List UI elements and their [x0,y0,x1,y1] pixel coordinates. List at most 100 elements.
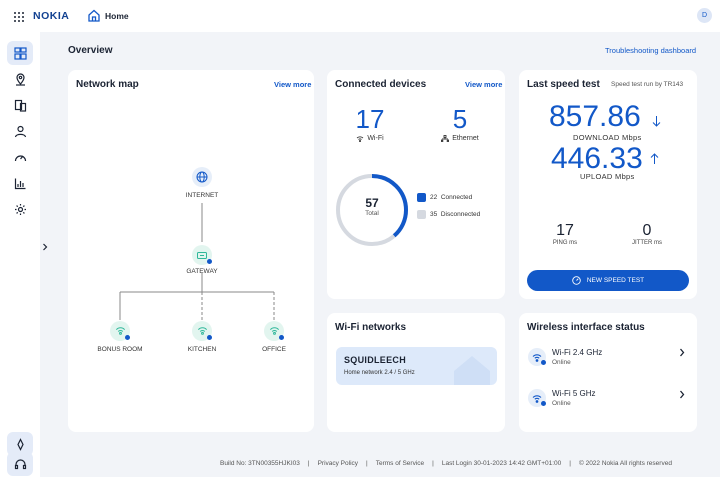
chevron-right-icon [680,348,685,357]
upload-speed: 446.33 [551,142,643,175]
settings-icon [14,203,26,215]
upload-arrow-icon [650,152,659,170]
troubleshooting-link[interactable]: Troubleshooting dashboard [605,46,697,55]
wireless-item-24ghz[interactable]: Wi-Fi 2.4 GHz Online [519,343,697,373]
wifi-network-tile[interactable]: SQUIDLEECH Home network 2.4 / 5 GHz [336,347,497,385]
sidebar-item-devices[interactable] [7,93,33,117]
speed-icon [14,154,26,161]
jitter-unit: JITTER ms [632,240,662,246]
donut-connected-arc [336,174,408,246]
legend-connected-label: 22 Connected [430,194,473,201]
wireless-status: Online [552,400,571,407]
network-map-view-more[interactable]: View more [274,80,312,89]
brand-logo[interactable]: NOKIA [33,10,70,22]
node-status-dot [125,335,130,340]
ethernet-count: 5 [452,104,468,134]
home-icon [88,9,100,27]
internet-node[interactable] [192,167,212,187]
new-speed-test-button[interactable]: NEW SPEED TEST [527,270,689,291]
user-icon [14,125,26,137]
chevron-right-icon [43,243,48,251]
sidebar-item-settings[interactable] [7,197,33,221]
footer-last-login: Last Login 30-01-2023 14:42 GMT+01:00 [441,460,562,467]
legend-disconnected-label: 35 Disconnected [430,211,481,218]
wireless-status-title: Wireless interface status [527,322,645,333]
sidebar-item-location[interactable] [7,67,33,91]
ethernet-icon [441,135,450,142]
chevron-right-icon [680,390,685,399]
sidebar-item-speed[interactable] [7,145,33,169]
avatar[interactable]: D [697,8,712,23]
footer-copyright: © 2022 Nokia All rights reserved [578,460,672,467]
footer-terms-link[interactable]: Terms of Service [375,460,425,467]
sidebar-item-support[interactable] [7,452,33,476]
sidebar-item-analytics[interactable] [7,171,33,195]
internet-label: INTERNET [185,192,219,199]
ping-unit: PING ms [552,240,578,246]
node-status-dot [279,335,284,340]
network-map-title: Network map [76,79,139,90]
wireless-name: Wi-Fi 5 GHz [552,389,596,398]
footer: Build No: 3TN00355HJKI03 | Privacy Policy… [220,460,672,467]
footer-privacy-link[interactable]: Privacy Policy [317,460,359,467]
wifi-count: 17 [355,104,385,134]
speed-test-card: Last speed test Speed test run by TR143 … [519,70,697,299]
network-map-lines [119,203,275,320]
devices-icon [14,99,26,112]
wifi-label: Wi-Fi [367,135,384,142]
wifi-icon [357,136,364,142]
sidebar-expand-button[interactable] [40,240,50,254]
access-point-icon [197,326,207,335]
analytics-icon [14,178,25,189]
node-label: OFFICE [262,346,286,353]
wifi-networks-title: Wi-Fi networks [335,322,407,333]
footer-build: Build No: 3TN00355HJKI03 [220,460,300,467]
devices-donut [336,174,408,246]
gateway-status-dot [207,259,212,264]
connected-devices-title: Connected devices [335,79,427,90]
ethernet-label: Ethernet [452,135,479,142]
router-icon [197,252,207,259]
access-point-icon [115,326,125,335]
speed-test-run-by: Speed test run by TR143 [611,81,684,88]
gateway-label: GATEWAY [186,268,218,275]
wireless-status-dot [541,360,546,365]
node-label: BONUS ROOM [97,346,143,353]
wireless-status-dot [541,401,546,406]
top-bar: NOKIA Home D [0,0,720,32]
access-point-icon [269,326,279,335]
wireless-item-5ghz[interactable]: Wi-Fi 5 GHz Online [519,385,697,415]
wifi-ssid: SQUIDLEECH [344,355,407,365]
new-speed-test-label: NEW SPEED TEST [586,277,645,284]
node-label: KITCHEN [187,346,217,353]
download-speed: 857.86 [549,100,641,133]
wireless-status-card: Wireless interface status Wi-Fi 2.4 GHz … [519,313,697,432]
sidebar [0,32,40,477]
sidebar-item-user[interactable] [7,119,33,143]
connected-devices-view-more[interactable]: View more [465,80,503,89]
wifi-networks-card: Wi-Fi networks SQUIDLEECH Home network 2… [327,313,505,432]
ping-value: 17 [556,222,574,239]
speedometer-icon [572,276,581,285]
globe-icon [196,171,208,183]
house-icon [454,356,490,385]
legend-connected-swatch [417,193,426,202]
dashboard-icon [13,46,27,60]
wireless-status: Online [552,359,571,366]
header-page-title: Home [105,11,129,21]
legend-disconnected-swatch [417,210,426,219]
app-grid-icon[interactable] [13,10,25,22]
download-arrow-icon [652,114,661,132]
wifi-network-subtitle: Home network 2.4 / 5 GHz [344,370,415,376]
network-map-card: Network map View more INTERNET GATEWAY B… [68,70,314,432]
page-title: Overview [68,45,113,56]
speed-test-title: Last speed test [527,79,600,90]
download-unit: DOWNLOAD Mbps [573,133,642,142]
connected-devices-card: Connected devices View more 17 Wi-Fi 5 E… [327,70,505,299]
sidebar-item-dashboard[interactable] [7,41,33,65]
wireless-name: Wi-Fi 2.4 GHz [552,348,603,357]
total-label: Total [365,210,379,217]
upload-unit: UPLOAD Mbps [580,172,635,181]
total-count: 57 [365,196,379,210]
node-status-dot [207,335,212,340]
